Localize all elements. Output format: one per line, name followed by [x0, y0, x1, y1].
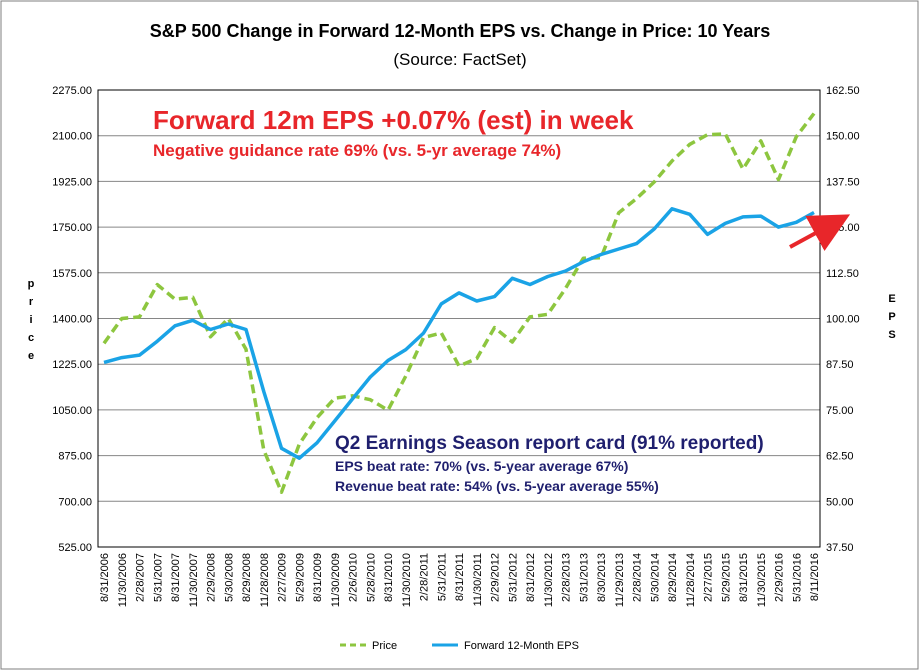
annotation-revenue-beat: Revenue beat rate: 54% (vs. 5-year avera… [335, 478, 659, 494]
left-tick-label: 875.00 [58, 451, 92, 463]
right-tick-label: 112.50 [826, 268, 859, 280]
x-tick-label: 11/28/2008 [259, 553, 271, 607]
x-tick-label: 5/31/2013 [578, 553, 590, 602]
axis-label-letter: S [888, 329, 895, 341]
legend: Price Forward 12-Month EPS [340, 640, 579, 652]
right-axis-label: EPS [888, 293, 895, 341]
annotation-guidance: Negative guidance rate 69% (vs. 5-yr ave… [153, 141, 561, 160]
x-tick-label: 5/31/2011 [436, 553, 448, 601]
plot-area [97, 89, 821, 548]
left-tick-label: 700.00 [58, 496, 92, 508]
left-tick-label: 1225.00 [52, 359, 92, 371]
x-tick-label: 2/28/2014 [632, 553, 644, 602]
series-line-forward-eps [103, 207, 815, 460]
axis-label-letter: P [888, 311, 895, 323]
x-tick-label: 11/30/2011 [472, 553, 484, 606]
left-tick-label: 525.00 [58, 542, 92, 554]
x-tick-label: 8/31/2006 [99, 553, 111, 602]
axis-label-letter: e [28, 350, 34, 362]
left-tick-label: 1575.00 [52, 268, 92, 280]
right-tick-label: 62.50 [826, 451, 854, 463]
x-tick-label: 11/30/2010 [401, 553, 413, 607]
right-tick-label: 75.00 [826, 405, 854, 417]
right-tick-label: 50.00 [826, 496, 854, 508]
left-tick-label: 2100.00 [52, 131, 92, 143]
x-tick-label: 8/31/2007 [170, 553, 182, 602]
x-axis-ticks: 8/31/2006 11/30/2006 2/28/2007 5/31/2007 8/3… [99, 553, 821, 607]
left-tick-label: 1050.00 [52, 405, 92, 417]
x-tick-label: 8/30/2013 [596, 553, 608, 602]
x-tick-label: 5/29/2015 [720, 553, 732, 602]
chart-subtitle: (Source: FactSet) [393, 50, 526, 69]
x-tick-label: 2/28/2011 [419, 553, 431, 601]
x-tick-label: 2/28/2013 [561, 553, 573, 602]
x-tick-label: 11/28/2014 [685, 553, 697, 607]
right-tick-label: 87.50 [826, 359, 854, 371]
left-tick-label: 1750.00 [52, 222, 92, 234]
red-arrow-icon [789, 214, 851, 252]
axis-label-letter: E [888, 293, 895, 305]
x-tick-label: 2/29/2012 [490, 553, 502, 602]
x-tick-label: 5/31/2016 [791, 553, 803, 602]
x-tick-label: 5/30/2014 [649, 553, 661, 602]
x-tick-label: 8/29/2014 [667, 553, 679, 602]
x-tick-label: 8/31/2015 [738, 553, 750, 602]
x-tick-label: 8/31/2009 [312, 553, 324, 602]
left-tick-label: 2275.00 [52, 85, 92, 97]
x-tick-label: 11/30/2012 [543, 553, 555, 607]
x-tick-label: 5/28/2010 [365, 553, 377, 602]
x-tick-label: 5/30/2008 [223, 553, 235, 602]
x-tick-label: 5/29/2009 [294, 553, 306, 602]
axis-label-letter: c [28, 332, 34, 344]
x-tick-label: 2/28/2007 [135, 553, 147, 602]
x-tick-label: 5/31/2012 [507, 553, 519, 602]
x-tick-label: 8/29/2008 [241, 553, 253, 602]
x-tick-label: 2/27/2009 [277, 553, 289, 602]
axis-label-letter: r [29, 296, 34, 308]
legend-label-eps: Forward 12-Month EPS [464, 640, 579, 652]
right-tick-label: 150.00 [826, 131, 860, 143]
right-tick-label: 162.50 [826, 85, 860, 97]
axis-label-letter: p [28, 278, 35, 290]
x-tick-label: 8/11/2016 [809, 553, 821, 601]
left-tick-label: 1925.00 [52, 176, 92, 188]
chart-title: S&P 500 Change in Forward 12-Month EPS v… [150, 21, 771, 41]
x-tick-label: 8/31/2010 [383, 553, 395, 602]
x-tick-label: 11/30/2009 [330, 553, 342, 607]
x-tick-label: 11/30/2006 [117, 553, 129, 607]
x-tick-label: 8/31/2012 [525, 553, 537, 602]
x-tick-label: 5/31/2007 [152, 553, 164, 602]
x-tick-label: 2/26/2010 [348, 553, 360, 602]
x-tick-label: 11/30/2015 [756, 553, 768, 607]
x-tick-label: 11/30/2007 [188, 553, 200, 607]
x-tick-label: 2/27/2015 [703, 553, 715, 602]
x-tick-label: 11/29/2013 [614, 553, 626, 607]
legend-label-price: Price [372, 640, 397, 652]
axis-label-letter: i [29, 314, 32, 326]
left-axis-ticks: 525.00 700.00 875.00 1050.00 1225.00 1400.00 1… [52, 85, 92, 554]
right-tick-label: 100.00 [826, 314, 860, 326]
x-tick-label: 2/29/2008 [206, 553, 218, 602]
right-tick-label: 137.50 [826, 176, 860, 188]
x-tick-label: 8/31/2011 [454, 553, 466, 601]
right-tick-label: 37.50 [826, 542, 854, 554]
left-tick-label: 1400.00 [52, 314, 92, 326]
x-tick-label: 2/29/2016 [774, 553, 786, 602]
annotation-report-card: Q2 Earnings Season report card (91% repo… [335, 433, 764, 454]
annotation-eps-beat: EPS beat rate: 70% (vs. 5-year average 6… [335, 458, 628, 474]
annotation-eps-week: Forward 12m EPS +0.07% (est) in week [153, 105, 634, 135]
